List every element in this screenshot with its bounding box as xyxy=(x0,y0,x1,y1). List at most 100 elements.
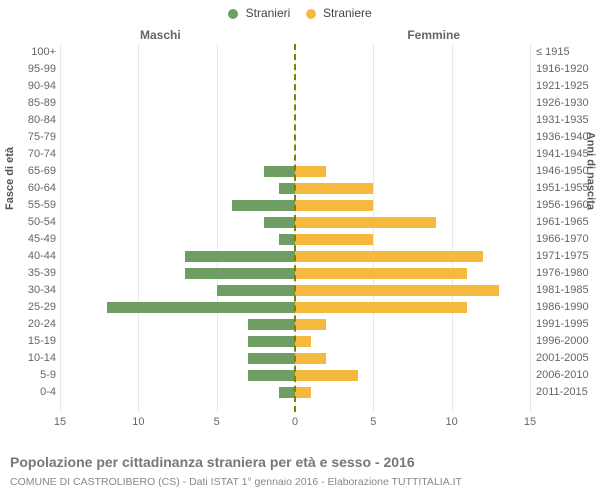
bar-male xyxy=(107,302,295,313)
bar-row-female xyxy=(295,384,530,401)
y-label-birth: 1946-1950 xyxy=(536,163,600,180)
x-tick: 10 xyxy=(132,416,144,428)
bar-male xyxy=(248,336,295,347)
y-label-birth: 1951-1955 xyxy=(536,180,600,197)
y-label-age: 20-24 xyxy=(0,316,56,333)
bar-row-male xyxy=(60,197,295,214)
bar-row-female xyxy=(295,282,530,299)
bar-row-male xyxy=(60,282,295,299)
y-label-age: 75-79 xyxy=(0,129,56,146)
x-axis-ticks: 15105051015 xyxy=(60,412,530,428)
plot-area: 15105051015 xyxy=(60,44,530,428)
legend-label-female: Straniere xyxy=(323,6,372,20)
chart-subtitle: COMUNE DI CASTROLIBERO (CS) - Dati ISTAT… xyxy=(10,476,462,488)
x-tick: 5 xyxy=(370,416,376,428)
side-title-male: Maschi xyxy=(140,28,181,42)
bar-row-male xyxy=(60,231,295,248)
bar-female xyxy=(295,387,311,398)
bar-row-male xyxy=(60,61,295,78)
bar-row-male xyxy=(60,163,295,180)
bar-male xyxy=(279,183,295,194)
y-label-age: 10-14 xyxy=(0,350,56,367)
bar-row-male xyxy=(60,95,295,112)
bar-female xyxy=(295,370,358,381)
y-label-age: 90-94 xyxy=(0,78,56,95)
bar-row-male xyxy=(60,316,295,333)
legend-dot-male-icon xyxy=(228,9,238,19)
bar-female xyxy=(295,251,483,262)
bar-row-female xyxy=(295,350,530,367)
legend-item-male: Stranieri xyxy=(228,6,290,20)
bar-row-female xyxy=(295,316,530,333)
y-labels-birth: ≤ 19151916-19201921-19251926-19301931-19… xyxy=(532,44,600,412)
bar-female xyxy=(295,319,326,330)
y-label-age: 55-59 xyxy=(0,197,56,214)
bar-row-male xyxy=(60,78,295,95)
bar-female xyxy=(295,166,326,177)
bar-row-male xyxy=(60,299,295,316)
bar-male xyxy=(264,217,295,228)
y-label-birth: 1996-2000 xyxy=(536,333,600,350)
bar-row-male xyxy=(60,384,295,401)
y-label-age: 70-74 xyxy=(0,146,56,163)
y-label-age: 100+ xyxy=(0,44,56,61)
bar-male xyxy=(185,251,295,262)
bar-row-male xyxy=(60,180,295,197)
bar-row-male xyxy=(60,350,295,367)
bar-male xyxy=(248,319,295,330)
bar-male xyxy=(217,285,295,296)
y-label-birth: 2001-2005 xyxy=(536,350,600,367)
bar-female xyxy=(295,336,311,347)
y-label-birth: 2011-2015 xyxy=(536,384,600,401)
bar-row-male xyxy=(60,367,295,384)
x-tick: 10 xyxy=(446,416,458,428)
y-label-birth: 1956-1960 xyxy=(536,197,600,214)
bar-row-male xyxy=(60,214,295,231)
legend-label-male: Stranieri xyxy=(246,6,291,20)
y-label-age: 80-84 xyxy=(0,112,56,129)
y-label-age: 25-29 xyxy=(0,299,56,316)
bar-row-male xyxy=(60,129,295,146)
legend-item-female: Straniere xyxy=(306,6,372,20)
y-label-age: 85-89 xyxy=(0,95,56,112)
bar-female xyxy=(295,183,373,194)
y-label-birth: 1916-1920 xyxy=(536,61,600,78)
x-tick: 15 xyxy=(54,416,66,428)
bars-female xyxy=(295,44,530,412)
bar-row-female xyxy=(295,180,530,197)
bar-row-female xyxy=(295,61,530,78)
bar-male xyxy=(185,268,295,279)
bar-row-male xyxy=(60,248,295,265)
y-label-age: 30-34 xyxy=(0,282,56,299)
bar-female xyxy=(295,217,436,228)
legend: Stranieri Straniere xyxy=(0,6,600,20)
y-label-birth: 1926-1930 xyxy=(536,95,600,112)
bar-female xyxy=(295,353,326,364)
bar-female xyxy=(295,302,467,313)
bar-male xyxy=(279,234,295,245)
chart-title: Popolazione per cittadinanza straniera p… xyxy=(10,454,415,470)
y-label-birth: ≤ 1915 xyxy=(536,44,600,61)
bar-row-female xyxy=(295,214,530,231)
y-label-age: 5-9 xyxy=(0,367,56,384)
bar-row-female xyxy=(295,265,530,282)
y-labels-age: 100+95-9990-9485-8980-8475-7970-7465-696… xyxy=(0,44,60,412)
y-label-age: 60-64 xyxy=(0,180,56,197)
y-label-birth: 1971-1975 xyxy=(536,248,600,265)
x-tick: 15 xyxy=(524,416,536,428)
bar-row-male xyxy=(60,265,295,282)
bar-row-female xyxy=(295,367,530,384)
y-label-age: 35-39 xyxy=(0,265,56,282)
y-label-birth: 1986-1990 xyxy=(536,299,600,316)
side-title-female: Femmine xyxy=(407,28,460,42)
bar-row-male xyxy=(60,146,295,163)
y-label-birth: 1931-1935 xyxy=(536,112,600,129)
y-label-age: 40-44 xyxy=(0,248,56,265)
y-label-age: 65-69 xyxy=(0,163,56,180)
y-label-birth: 2006-2010 xyxy=(536,367,600,384)
x-tick: 0 xyxy=(292,416,298,428)
bar-male xyxy=(279,387,295,398)
y-label-birth: 1981-1985 xyxy=(536,282,600,299)
y-label-birth: 1991-1995 xyxy=(536,316,600,333)
y-label-birth: 1936-1940 xyxy=(536,129,600,146)
